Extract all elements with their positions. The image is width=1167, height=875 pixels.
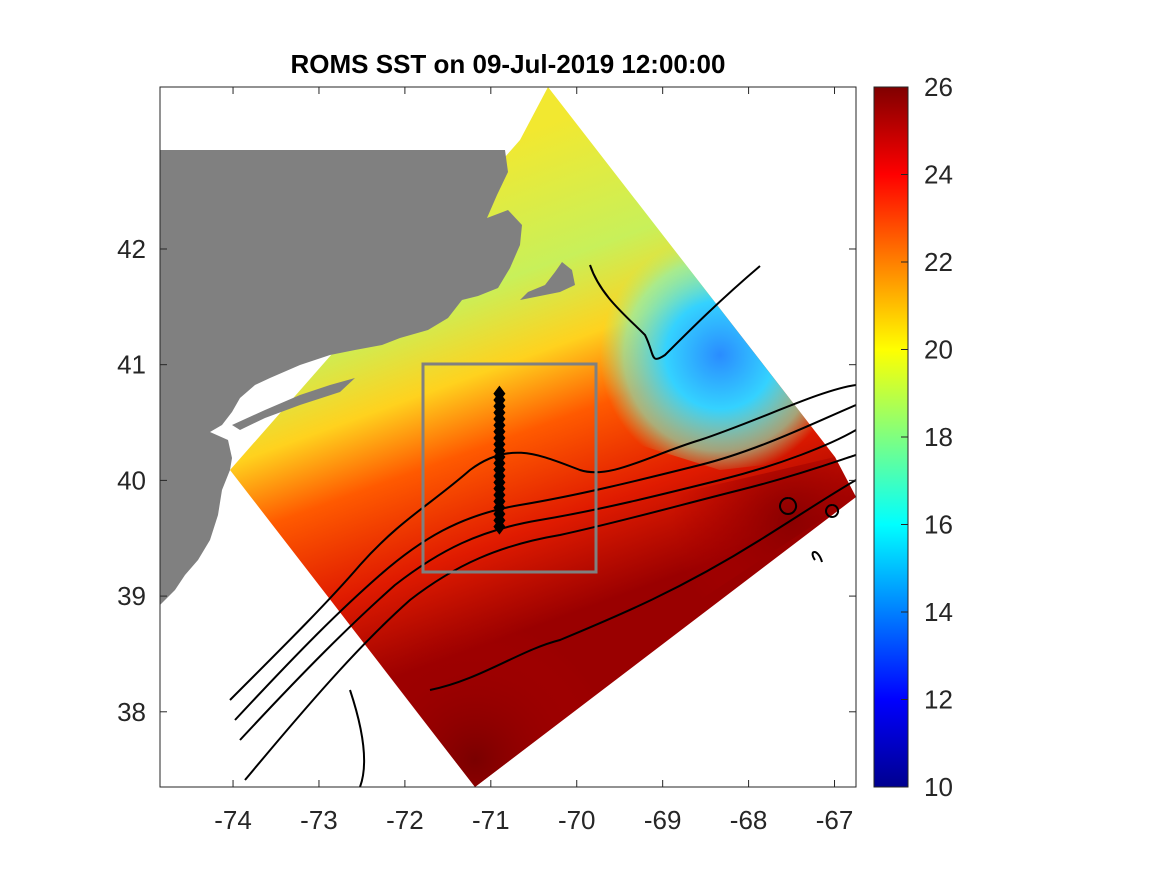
colorbar-tick-label: 16	[924, 510, 953, 540]
long-island	[232, 378, 355, 430]
colorbar-tick-label: 22	[924, 247, 953, 277]
colorbar-tick-label: 26	[924, 72, 953, 102]
colorbar-tick-label: 20	[924, 335, 953, 365]
colorbar-ticks: 10 12 14 16 18 20 22 24 26	[901, 72, 953, 802]
y-tick-label: 41	[117, 350, 146, 380]
colorbar: 10 12 14 16 18 20 22 24 26	[873, 72, 953, 802]
x-tick-label: -70	[558, 805, 596, 835]
colorbar-tick-label: 18	[924, 422, 953, 452]
x-tick-label: -72	[386, 805, 424, 835]
colorbar-tick-label: 10	[924, 772, 953, 802]
x-tick-label: -67	[816, 805, 854, 835]
y-tick-label: 39	[117, 581, 146, 611]
x-tick-label: -74	[214, 805, 252, 835]
colorbar-tick-label: 24	[924, 160, 953, 190]
axes-frame	[159, 86, 857, 788]
chart-title: ROMS SST on 09-Jul-2019 12:00:00	[291, 49, 726, 79]
x-axis-ticks: -74 -73 -72 -71 -70 -69 -68 -67	[214, 87, 853, 835]
y-axis-ticks: 38 39 40 41 42	[117, 234, 856, 727]
warm-southeast-region	[650, 457, 856, 600]
transect-markers	[493, 385, 506, 535]
study-region-box	[421, 362, 598, 574]
x-tick-label: -73	[300, 805, 338, 835]
y-tick-label: 40	[117, 465, 146, 495]
transect-marker	[493, 385, 506, 402]
bathymetry-contours	[229, 264, 856, 787]
x-tick-label: -68	[730, 805, 768, 835]
land-mask	[160, 150, 522, 605]
cool-water-region	[505, 87, 835, 470]
cape-cod	[520, 262, 575, 300]
map-axes: -74 -73 -72 -71 -70 -69 -68 -67 38 39 40 41 42	[117, 86, 857, 835]
colorbar-tick-label: 12	[924, 685, 953, 715]
x-tick-label: -71	[472, 805, 510, 835]
x-tick-label: -69	[644, 805, 682, 835]
y-tick-label: 42	[117, 234, 146, 264]
y-tick-label: 38	[117, 697, 146, 727]
colorbar-tick-label: 14	[924, 597, 953, 627]
